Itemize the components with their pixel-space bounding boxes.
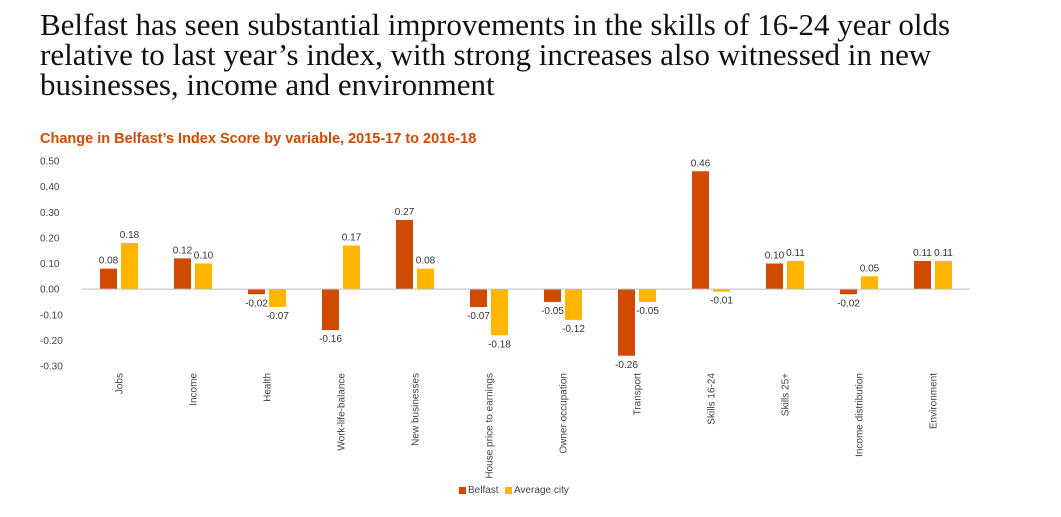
legend: Belfast Average city — [459, 485, 569, 496]
average-city-data-label: 0.18 — [120, 230, 140, 241]
average-city-bar — [565, 289, 582, 320]
belfast-bar — [470, 289, 487, 308]
average-city-data-label: -0.12 — [562, 324, 585, 335]
belfast-data-label: -0.02 — [245, 298, 268, 309]
belfast-bar — [174, 258, 191, 290]
x-category-label: Income distribution — [855, 373, 866, 457]
legend-swatch-average-city — [505, 487, 512, 494]
average-city-bar — [195, 263, 212, 290]
legend-label-belfast: Belfast — [468, 485, 499, 496]
legend-label-average-city: Average city — [514, 485, 569, 496]
belfast-data-label: 0.10 — [765, 251, 785, 262]
x-axis-categories: Jobs Income Health Work-life-balance New bus… — [115, 373, 940, 479]
x-category-label: Environment — [929, 373, 940, 429]
x-category-label: New businesses — [411, 373, 422, 446]
average-city-bar — [269, 289, 286, 308]
belfast-data-label: -0.02 — [837, 298, 860, 309]
average-city-bar — [935, 260, 952, 290]
average-city-data-label: -0.05 — [636, 306, 659, 317]
average-city-data-label: -0.01 — [710, 296, 733, 307]
legend-swatch-belfast — [459, 487, 466, 494]
belfast-bar — [914, 260, 931, 290]
average-city-bar — [787, 260, 804, 290]
x-category-label: Health — [263, 373, 274, 402]
belfast-bar — [322, 289, 339, 331]
belfast-data-label: 0.12 — [173, 245, 193, 256]
y-tick-label: -0.10 — [40, 310, 63, 321]
y-tick-label: 0.20 — [40, 233, 60, 244]
bars-group — [100, 171, 952, 356]
belfast-bar — [618, 289, 635, 356]
x-category-label: Skills 16-24 — [707, 373, 718, 425]
average-city-data-label: -0.18 — [488, 339, 511, 350]
y-axis-ticks: 0.50 0.40 0.30 0.20 0.10 0.00 -0.10 -0.20 -0.30 — [40, 157, 63, 373]
belfast-data-label: -0.16 — [319, 334, 342, 345]
belfast-bar — [396, 219, 413, 290]
y-tick-label: 0.40 — [40, 182, 60, 193]
chart-title: Change in Belfast’s Index Score by varia… — [40, 131, 477, 147]
x-category-label: Jobs — [115, 373, 126, 394]
average-city-data-label: 0.10 — [194, 251, 214, 262]
average-city-data-label: -0.07 — [266, 311, 289, 322]
x-category-label: Owner occupation — [559, 373, 570, 454]
y-tick-label: 0.30 — [40, 208, 60, 219]
average-city-bar — [121, 243, 138, 290]
belfast-bar — [692, 171, 709, 290]
x-category-label: House price to earnings — [485, 373, 496, 479]
belfast-bar — [766, 263, 783, 290]
belfast-data-label: 0.46 — [691, 158, 711, 169]
belfast-data-label: -0.26 — [615, 360, 638, 371]
average-city-data-label: 0.17 — [342, 233, 362, 244]
belfast-bar — [840, 289, 857, 295]
x-category-label: Skills 25+ — [781, 373, 792, 416]
page-headline: Belfast has seen substantial improvement… — [40, 7, 951, 102]
average-city-data-label: 0.08 — [416, 256, 436, 267]
average-city-bar — [491, 289, 508, 336]
x-category-label: Work-life-balance — [337, 373, 348, 451]
x-category-label: Transport — [633, 373, 644, 416]
y-tick-label: -0.30 — [40, 362, 63, 373]
average-city-bar — [417, 268, 434, 290]
belfast-bar — [248, 289, 265, 295]
belfast-bar — [100, 268, 117, 290]
average-city-bar — [861, 276, 878, 290]
data-labels-group: 0.080.180.12 0.10-0.02-0.07-0.160.170.270… — [99, 158, 954, 371]
average-city-bar — [343, 245, 360, 290]
average-city-data-label: 0.11 — [934, 248, 953, 259]
average-city-bar — [713, 289, 730, 292]
belfast-data-label: 0.08 — [99, 256, 119, 267]
y-tick-label: 0.00 — [40, 285, 60, 296]
belfast-data-label: -0.07 — [467, 311, 490, 322]
belfast-data-label: -0.05 — [541, 306, 564, 317]
average-city-bar — [639, 289, 656, 302]
belfast-data-label: 0.27 — [395, 207, 415, 218]
belfast-data-label: 0.11 — [913, 248, 932, 259]
average-city-data-label: 0.11 — [786, 248, 805, 259]
average-city-data-label: 0.05 — [860, 263, 880, 274]
y-tick-label: -0.20 — [40, 336, 63, 347]
y-tick-label: 0.50 — [40, 157, 60, 168]
x-category-label: Income — [189, 373, 200, 406]
belfast-bar — [544, 289, 561, 302]
y-tick-label: 0.10 — [40, 259, 60, 270]
